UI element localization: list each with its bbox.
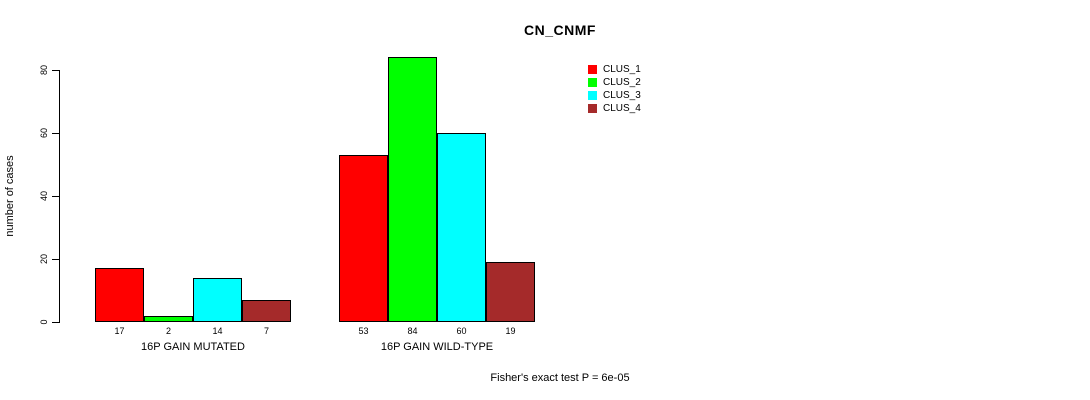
legend-label: CLUS_1 [603,64,641,75]
bar-value-label: 14 [212,326,223,336]
legend: CLUS_1 CLUS_2 CLUS_3 CLUS_4 [588,63,641,115]
legend-item-clus_1: CLUS_1 [588,63,641,76]
bar-clus_2-1 [144,315,193,322]
bar-value-label: 19 [505,326,516,336]
legend-item-clus_3: CLUS_3 [588,89,641,102]
bar-value-label: 53 [358,326,369,336]
bar-value-label: 84 [407,326,418,336]
y-tick-label: 40 [39,190,49,202]
bar-value-label: 60 [456,326,467,336]
bar-value-label: 17 [114,326,125,336]
legend-swatch-icon [588,65,597,74]
y-tick-mark [52,258,59,260]
chart-title: CN_CNMF [524,22,596,38]
legend-item-clus_4: CLUS_4 [588,102,641,115]
legend-swatch-icon [588,91,597,100]
legend-label: CLUS_4 [603,103,641,114]
bar-clus_2-2 [388,57,437,322]
y-tick-label: 20 [39,253,49,265]
y-tick-mark [52,132,59,134]
bar-clus_1-1 [95,268,144,322]
annotation-text: Fisher's exact test P = 6e-05 [490,372,630,384]
bar-clus_4-1 [242,299,291,322]
legend-item-clus_2: CLUS_2 [588,76,641,89]
legend-swatch-icon [588,78,597,87]
y-tick-mark [52,69,59,71]
y-tick-mark [52,195,59,197]
category-label: 16P GAIN WILD-TYPE [380,341,494,353]
y-axis-label: number of cases [4,155,16,237]
y-tick-mark [52,321,59,323]
bar-clus_4-2 [486,262,535,322]
category-label: 16P GAIN MUTATED [141,341,245,353]
y-tick-label: 0 [39,319,49,325]
bar-clus_3-1 [193,277,242,322]
bar-clus_3-2 [437,133,486,322]
legend-label: CLUS_2 [603,77,641,88]
legend-swatch-icon [588,104,597,113]
legend-label: CLUS_3 [603,90,641,101]
bar-clus_1-2 [339,155,388,322]
bar-value-label: 7 [263,326,269,336]
bar-value-label: 2 [165,326,171,336]
y-tick-label: 80 [39,64,49,76]
y-axis-line [59,70,60,323]
y-tick-label: 60 [39,127,49,139]
